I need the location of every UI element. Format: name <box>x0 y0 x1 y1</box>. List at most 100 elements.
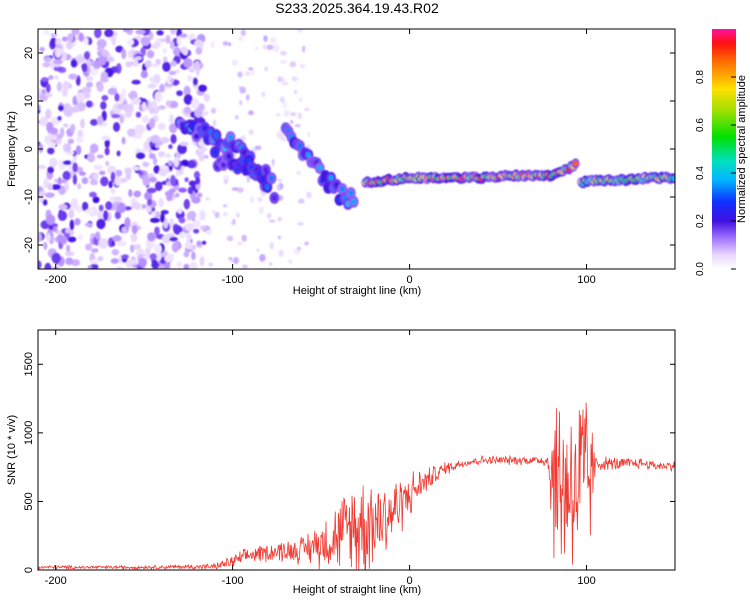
spectrogram-noise-cell <box>98 204 104 212</box>
spectrogram-noise-cell <box>192 77 198 86</box>
spectrogram-noise-cell <box>121 254 130 259</box>
spectrogram-noise-cell <box>127 38 134 46</box>
spectrogram-noise-cell <box>183 106 192 114</box>
spectrogram-noise-cell <box>85 243 92 251</box>
spectrogram-noise-cell <box>76 183 82 190</box>
spectrogram-noise-cell <box>91 248 99 253</box>
spectrogram-noise-cell <box>179 231 186 239</box>
spectrogram-noise-cell <box>131 79 141 85</box>
spectrogram-noise-cell <box>96 218 106 230</box>
spectrogram-cell <box>339 185 345 192</box>
spectrogram-noise-cell <box>116 202 126 214</box>
spectrogram-noise-cell <box>256 248 260 253</box>
spectrogram-noise-cell <box>173 156 180 168</box>
spectrogram-noise-cell <box>56 81 63 92</box>
spectrogram-noise-cell <box>47 141 57 148</box>
spectrogram-noise-cell <box>163 217 169 229</box>
spectrogram-noise-cell <box>277 216 282 222</box>
spectrogram-noise-cell <box>183 85 191 97</box>
spectrogram-noise-cell <box>38 143 44 153</box>
spectrogram-noise-cell <box>96 115 104 125</box>
spectrogram-noise-cell <box>117 103 124 110</box>
spectrogram-noise-cell <box>293 90 298 94</box>
spectrogram-noise-cell <box>39 46 45 52</box>
spectrogram-noise-cell <box>101 95 109 101</box>
spectrogram-y-ticks: -20 -10 0 10 20 <box>23 47 675 253</box>
spectrogram-noise-cell <box>273 44 280 53</box>
spectrogram-noise-cell <box>101 49 110 58</box>
colorbar-gradient <box>712 29 736 269</box>
spectrogram-noise-cell <box>107 87 118 96</box>
spectrogram-noise-cell <box>277 76 283 83</box>
spectrogram-noise-cell <box>236 212 240 218</box>
spectrogram-noise-cell <box>133 190 142 198</box>
spectrogram-noise-cell <box>183 251 190 258</box>
spectrogram-noise-cell <box>259 253 266 262</box>
spectrogram-noise-cell <box>148 117 156 129</box>
spectrogram-noise-cell <box>45 93 53 98</box>
spectrogram-noise-cell <box>145 247 151 254</box>
spectrogram-noise-cell <box>51 252 61 264</box>
spectrogram-noise-cell <box>43 56 52 63</box>
spectrogram-noise-cell <box>222 41 229 46</box>
spectrogram-noise-cell <box>164 255 175 263</box>
spectrogram-noise-cell <box>280 59 287 65</box>
spectrogram-noise-cell <box>262 44 267 50</box>
snr-xtick-label: 0 <box>407 575 413 587</box>
spectrogram-noise-cell <box>158 264 165 269</box>
spectrogram-noise-cell <box>175 69 180 74</box>
snr-xtick-label: -200 <box>45 575 67 587</box>
spectrogram-noise-cell <box>135 55 143 61</box>
spectrogram-noise-cell <box>61 51 67 61</box>
spectrogram-noise-cell <box>279 50 287 56</box>
spectrogram-noise-cell <box>98 170 106 175</box>
spectrogram-noise-cell <box>261 91 266 98</box>
spectrogram-y-label: Frequency (Hz) <box>6 111 18 187</box>
spectrogram-noise-cell <box>195 47 203 55</box>
spectrogram-noise-cell <box>169 40 175 50</box>
spectrogram-noise-cell <box>121 48 127 60</box>
spectrogram-noise-cell <box>54 48 62 58</box>
spectrogram-noise-cell <box>54 75 59 80</box>
spectrogram-noise-cell <box>289 112 297 117</box>
spectrogram-noise-cell <box>306 191 312 199</box>
spectrogram-noise-cell <box>68 73 78 80</box>
spectrogram-cell <box>317 164 323 171</box>
spectrogram-noise-cell <box>178 187 187 193</box>
spectrogram-noise-cell <box>170 78 175 83</box>
spectrogram-noise-cell <box>53 59 63 65</box>
spectrogram-noise-cell <box>114 176 122 186</box>
spectrogram-ytick-label: -20 <box>23 237 35 253</box>
spectrogram-noise-cell <box>123 103 131 112</box>
spectrogram-noise-cell <box>110 171 116 183</box>
spectrogram-noise-cell <box>239 100 243 106</box>
spectrogram-cell <box>263 166 269 173</box>
spectrogram-noise-cell <box>248 129 254 136</box>
spectrogram-noise-cell <box>94 29 102 39</box>
spectrogram-noise-cell <box>237 71 243 78</box>
spectrogram-noise-cell <box>141 115 150 124</box>
spectrogram-noise-cell <box>168 218 175 228</box>
colorbar-label: Normalized spectral amplitude <box>736 75 748 223</box>
spectrogram-noise-cell <box>113 122 121 132</box>
spectrogram-noise-cell <box>147 83 157 89</box>
spectrogram-noise-cell <box>183 198 191 210</box>
spectrogram-noise-cell <box>289 120 294 124</box>
spectrogram-noise-cell <box>269 242 274 250</box>
spectrogram-noise-cell <box>154 181 163 191</box>
spectrogram-noise-cell <box>41 77 50 82</box>
spectrogram-cell <box>213 132 219 139</box>
spectrogram-noise-cell <box>110 188 116 194</box>
spectrogram-noise-cell <box>142 161 150 167</box>
spectrogram-noise-cell <box>154 91 162 103</box>
spectrogram-noise-cell <box>184 241 193 250</box>
spectrogram-cell <box>269 175 275 182</box>
spectrogram-noise-cell <box>151 211 156 217</box>
snr-x-ticks: -200 -100 0 100 <box>45 330 596 587</box>
spectrogram-noise-cell <box>42 62 51 68</box>
snr-xtick-label: 100 <box>577 575 595 587</box>
spectrogram-noise-cell <box>210 40 215 49</box>
spectrogram-noise-cell <box>154 226 160 236</box>
spectrogram-noise-cell <box>111 240 116 247</box>
